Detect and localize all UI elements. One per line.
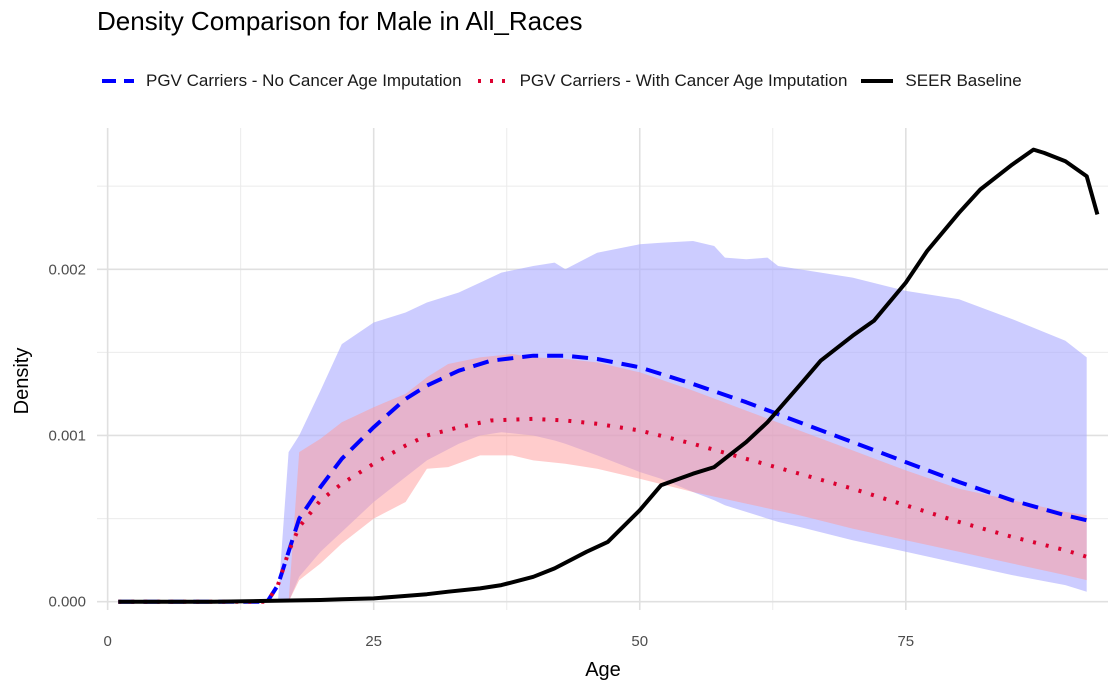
series-line-1	[118, 416, 1088, 604]
x-tick-label: 0	[103, 633, 111, 650]
legend: PGV Carriers - No Cancer Age Imputation …	[100, 66, 1034, 96]
legend-item-with-imputation: PGV Carriers - With Cancer Age Imputatio…	[474, 71, 848, 91]
x-tick-label: 75	[897, 633, 914, 650]
x-tick-label: 50	[631, 633, 648, 650]
y-tick-label: 0.002	[48, 261, 86, 278]
x-axis-title: Age	[585, 659, 621, 681]
legend-key-dashed-blue	[102, 79, 134, 83]
legend-key-dotted-red	[477, 79, 508, 83]
y-tick-label: 0.000	[48, 594, 86, 611]
series-line-2	[118, 147, 1100, 604]
x-axis-ticks: 0 25 50 75	[103, 633, 914, 650]
legend-item-seer-baseline: SEER Baseline	[859, 71, 1022, 91]
legend-label-no-imputation: PGV Carriers - No Cancer Age Imputation	[146, 71, 462, 90]
y-tick-label: 0.001	[48, 427, 86, 444]
legend-label-with-imputation: PGV Carriers - With Cancer Age Imputatio…	[519, 71, 848, 90]
legend-label-seer-baseline: SEER Baseline	[905, 71, 1022, 90]
chart-title: Density Comparison for Male in All_Races	[97, 6, 583, 36]
legend-key-solid-black	[861, 79, 894, 83]
confidence-bands	[267, 241, 1087, 602]
y-axis-ticks: 0.000 0.001 0.002	[48, 261, 86, 610]
series-line-0	[118, 353, 1088, 604]
y-axis-title: Density	[11, 348, 33, 415]
series-lines	[118, 147, 1100, 604]
legend-item-no-imputation: PGV Carriers - No Cancer Age Imputation	[100, 71, 462, 91]
x-tick-label: 25	[365, 633, 382, 650]
